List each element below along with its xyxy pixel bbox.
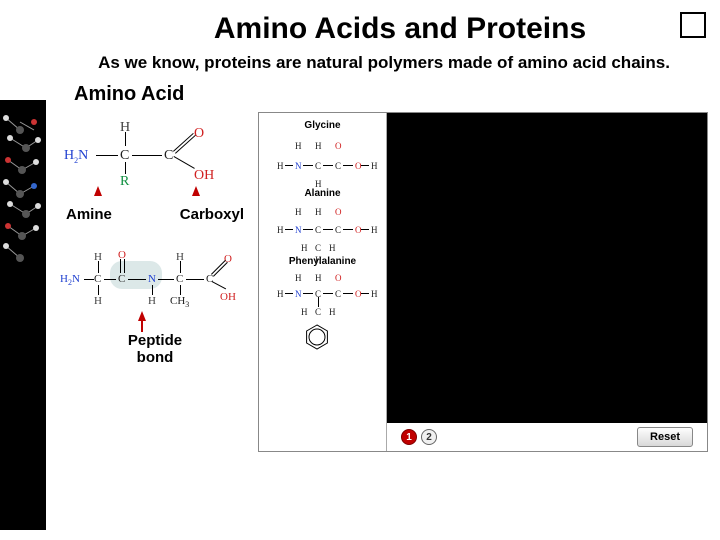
example-name: Alanine: [261, 188, 384, 199]
arrow-up-icon: [192, 186, 200, 196]
animation-viewport: 12 Reset: [387, 113, 707, 451]
panel-controls: 12 Reset: [387, 423, 707, 451]
carboxyl-label: Carboxyl: [180, 206, 244, 223]
peptide-bond-arrow: [60, 311, 250, 333]
subtitle: As we know, proteins are natural polymer…: [84, 52, 684, 73]
example-name: Glycine: [261, 120, 384, 131]
example-name: Phenylalanine: [261, 256, 384, 267]
sidebar-label: Chemistry XXI: [0, 317, 10, 480]
example-structure: HNHCHHCOOH: [261, 133, 384, 185]
step-dot[interactable]: 2: [421, 429, 437, 445]
amino-acid-examples: Glycine HNHCHHCOOH Alanine HNHCHCHHHCOOH Phe…: [259, 113, 387, 451]
example-structure: HNHCHCHHCOOH: [261, 269, 384, 369]
left-column: H2NCHRCOOH Amine Carboxyl H2NCHHCONHCHCH…: [60, 112, 250, 452]
amino-acid-structure: H2NCHRCOOH: [60, 112, 250, 192]
example-structure: HNHCHCHHHCOOH: [261, 201, 384, 253]
functional-group-arrows: [60, 186, 250, 202]
amine-label: Amine: [66, 206, 112, 223]
peptide-bond-label: Peptidebond: [60, 333, 250, 366]
sidebar-molecule-decoration: [0, 108, 46, 268]
functional-group-labels: Amine Carboxyl: [66, 206, 244, 223]
step-indicator: 12: [401, 429, 437, 445]
reset-button[interactable]: Reset: [637, 427, 693, 447]
dipeptide-structure: H2NCHHCONHCHCH3COOH: [60, 237, 250, 315]
page-title: Amino Acids and Proteins: [92, 12, 708, 46]
step-dot[interactable]: 1: [401, 429, 417, 445]
interactive-panel: Glycine HNHCHHCOOH Alanine HNHCHCHHHCOOH Phe…: [258, 112, 708, 452]
section-heading: Amino Acid: [74, 83, 708, 106]
arrow-up-icon: [94, 186, 102, 196]
